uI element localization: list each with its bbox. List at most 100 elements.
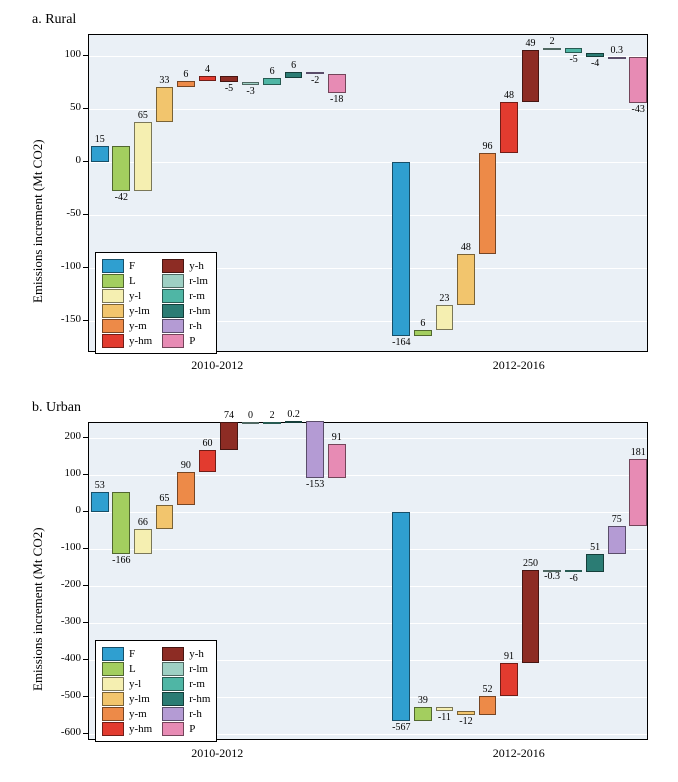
y-tick-label: -50 bbox=[43, 207, 81, 219]
legend-label: y-hm bbox=[129, 723, 152, 735]
bar-L bbox=[112, 146, 130, 191]
bar-y-l bbox=[436, 305, 454, 329]
y-tick bbox=[83, 214, 88, 215]
legend-rural: FLy-ly-lmy-my-hmy-hr-lmr-mr-hmr-hP bbox=[95, 252, 217, 354]
bar-F bbox=[91, 146, 109, 162]
bar-label: 39 bbox=[407, 695, 439, 706]
bar-label: 15 bbox=[84, 134, 116, 145]
y-tick bbox=[83, 108, 88, 109]
y-tick bbox=[83, 161, 88, 162]
legend-item-P: P bbox=[162, 721, 210, 736]
legend-label: r-m bbox=[189, 290, 205, 302]
gridline bbox=[89, 438, 647, 439]
bar-y-lm bbox=[156, 87, 174, 122]
bar-label: 52 bbox=[472, 684, 504, 695]
legend-swatch bbox=[162, 274, 184, 288]
bar-y-m bbox=[177, 472, 195, 505]
y-tick-label: -200 bbox=[43, 578, 81, 590]
y-tick-label: 0 bbox=[43, 504, 81, 516]
bar-label: 91 bbox=[321, 432, 353, 443]
y-tick-label: -100 bbox=[43, 541, 81, 553]
gridline bbox=[89, 549, 647, 550]
bar-y-lm bbox=[457, 254, 475, 305]
bar-r-m bbox=[565, 48, 583, 53]
legend-swatch bbox=[102, 304, 124, 318]
bar-y-l bbox=[436, 707, 454, 711]
y-tick bbox=[83, 474, 88, 475]
bar-label: 90 bbox=[170, 460, 202, 471]
bar-F bbox=[392, 162, 410, 336]
legend-label: y-l bbox=[129, 678, 141, 690]
legend-item-y-hm: y-hm bbox=[102, 721, 152, 736]
bar-F bbox=[392, 512, 410, 722]
y-tick bbox=[83, 55, 88, 56]
bar-r-m bbox=[263, 422, 281, 424]
legend-swatch bbox=[162, 692, 184, 706]
y-tick-label: -100 bbox=[43, 260, 81, 272]
gridline bbox=[89, 623, 647, 624]
bar-label: -3 bbox=[235, 86, 267, 97]
legend-label: F bbox=[129, 260, 135, 272]
y-tick bbox=[83, 267, 88, 268]
y-tick-label: 200 bbox=[43, 430, 81, 442]
bar-y-h bbox=[522, 50, 540, 102]
bar-label: 6 bbox=[278, 60, 310, 71]
legend-item-y-m: y-m bbox=[102, 706, 152, 721]
bar-label: -18 bbox=[321, 94, 353, 105]
y-tick-label: -300 bbox=[43, 615, 81, 627]
bar-label: 65 bbox=[149, 493, 181, 504]
bar-label: -42 bbox=[105, 192, 137, 203]
bar-label: 0.3 bbox=[601, 45, 633, 56]
legend-label: y-h bbox=[189, 648, 204, 660]
y-tick bbox=[83, 733, 88, 734]
bar-label: -164 bbox=[385, 337, 417, 348]
bar-y-m bbox=[479, 696, 497, 715]
bar-r-h bbox=[306, 72, 324, 74]
bar-P bbox=[629, 57, 647, 103]
legend-swatch bbox=[102, 722, 124, 736]
bar-y-hm bbox=[199, 450, 217, 472]
y-tick bbox=[83, 511, 88, 512]
legend-item-y-h: y-h bbox=[162, 646, 210, 661]
legend-label: y-lm bbox=[129, 693, 150, 705]
bar-label: 0.2 bbox=[278, 409, 310, 420]
bar-label: 4 bbox=[192, 64, 224, 75]
bar-label: -166 bbox=[105, 555, 137, 566]
legend-label: r-m bbox=[189, 678, 205, 690]
legend-label: y-m bbox=[129, 320, 147, 332]
legend-label: P bbox=[189, 335, 195, 347]
legend-swatch bbox=[162, 334, 184, 348]
y-tick-label: 100 bbox=[43, 48, 81, 60]
bar-L bbox=[414, 330, 432, 336]
legend-swatch bbox=[102, 319, 124, 333]
gridline bbox=[89, 215, 647, 216]
bar-label: -6 bbox=[558, 573, 590, 584]
legend-label: P bbox=[189, 723, 195, 735]
legend-item-r-hm: r-hm bbox=[162, 691, 210, 706]
legend-swatch bbox=[102, 289, 124, 303]
legend-swatch bbox=[102, 647, 124, 661]
gridline bbox=[89, 475, 647, 476]
legend-label: r-lm bbox=[189, 275, 208, 287]
panel-title-rural: a. Rural bbox=[32, 12, 76, 28]
legend-item-F: F bbox=[102, 258, 152, 273]
legend-label: F bbox=[129, 648, 135, 660]
y-tick bbox=[83, 696, 88, 697]
y-axis-label-rural: Emissions increment (Mt CO2) bbox=[30, 139, 46, 303]
legend-item-r-lm: r-lm bbox=[162, 661, 210, 676]
legend-label: y-lm bbox=[129, 305, 150, 317]
legend-swatch bbox=[102, 692, 124, 706]
gridline bbox=[89, 162, 647, 163]
legend-swatch bbox=[162, 722, 184, 736]
legend-label: y-l bbox=[129, 290, 141, 302]
bar-r-lm bbox=[242, 82, 260, 85]
legend-item-y-lm: y-lm bbox=[102, 303, 152, 318]
x-group-label: 2012-2016 bbox=[479, 358, 559, 373]
legend-swatch bbox=[162, 707, 184, 721]
bar-r-h bbox=[306, 421, 324, 478]
legend-label: y-h bbox=[189, 260, 204, 272]
y-tick bbox=[83, 548, 88, 549]
bar-label: 66 bbox=[127, 517, 159, 528]
legend-item-r-m: r-m bbox=[162, 288, 210, 303]
y-tick-label: 50 bbox=[43, 101, 81, 113]
